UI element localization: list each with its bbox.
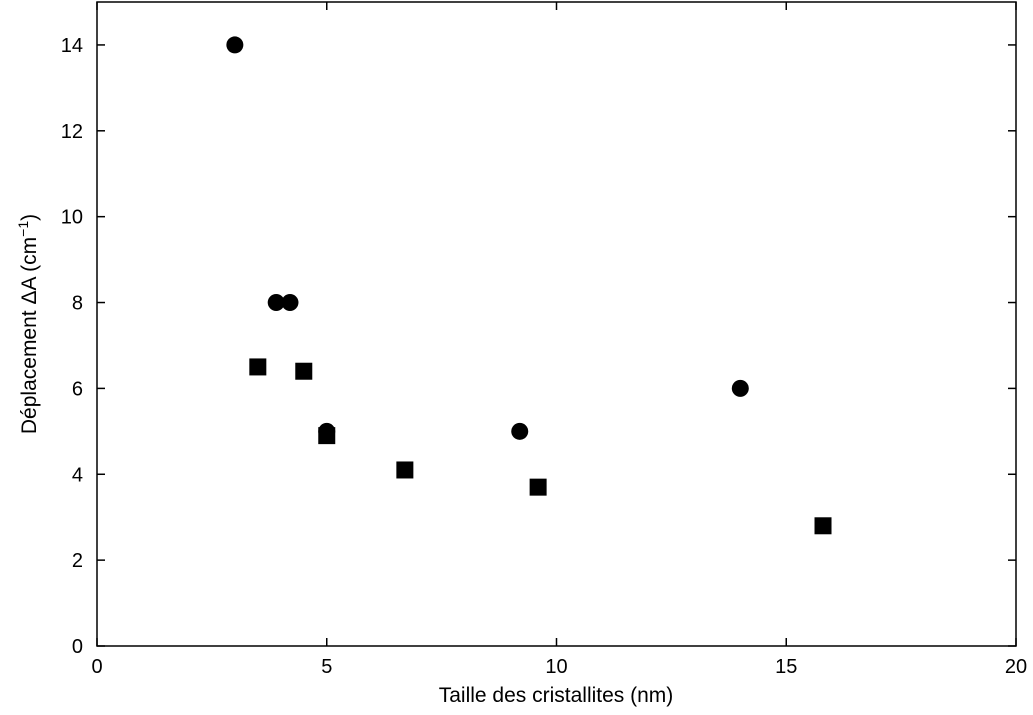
y-axis-label-close: ) [18,214,41,221]
y-axis-label: Déplacement ΔA (cm−1) [15,214,41,434]
data-point-square [295,362,313,380]
plot-frame [96,1,1017,647]
data-point-circle [267,294,285,312]
data-point-circle [226,36,244,54]
y-tick-label: 6 [72,378,83,400]
data-point-circle [281,294,299,312]
x-tick-label: 5 [321,656,332,678]
data-point-square [529,478,547,496]
x-tick-label: 20 [1005,656,1027,678]
data-points [226,36,832,535]
x-tick-label: 15 [775,656,797,678]
x-tick-label: 10 [545,656,567,678]
y-axis-label-superscript: −1 [15,221,31,237]
data-point-circle [511,422,529,440]
x-tick-label: 0 [91,656,102,678]
y-tick-label: 12 [61,121,83,143]
data-point-square [318,427,336,445]
y-axis-ticks: 0 2 4 6 8 10 12 14 [61,35,1016,658]
data-point-square [814,517,832,535]
data-point-square [249,358,267,376]
y-tick-label: 4 [72,464,83,486]
data-point-square [396,461,414,479]
y-axis-label-main: Déplacement ΔA (cm [18,237,41,434]
y-tick-label: 0 [72,636,83,658]
x-axis-label: Taille des cristallites (nm) [439,684,674,707]
x-axis-ticks: 0 5 10 15 20 [91,2,1027,678]
data-point-circle [731,379,749,397]
y-tick-label: 2 [72,550,83,572]
y-tick-label: 14 [61,35,83,57]
y-tick-label: 8 [72,293,83,315]
y-tick-label: 10 [61,207,83,229]
